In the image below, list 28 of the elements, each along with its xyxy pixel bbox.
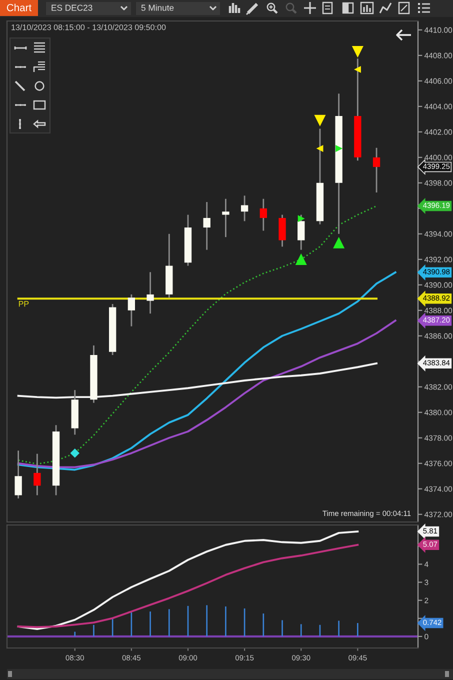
point (354, 66, 361, 73)
candlestick (278, 214, 286, 248)
candlestick (260, 198, 267, 232)
point (352, 46, 364, 58)
line-series (17, 320, 396, 468)
line-series (17, 271, 396, 471)
line-series (18, 205, 378, 465)
candlestick (222, 198, 230, 238)
candlestick (146, 271, 154, 314)
text: Chart (6, 4, 32, 12)
point (314, 114, 326, 126)
point (316, 145, 324, 152)
candlestick (372, 147, 380, 194)
candlestick (298, 214, 305, 251)
point (70, 448, 80, 458)
candlestick (203, 201, 210, 251)
chart-title: ES DEC23 (52, 4, 92, 11)
series-label: PP (18, 301, 29, 307)
candlestick (240, 194, 248, 222)
candlestick (14, 450, 22, 500)
point (298, 215, 304, 222)
candlestick (34, 453, 41, 496)
annotation: 13/10/2023 08:15:00 - 13/10/2023 09:50:00 (12, 24, 166, 30)
candlestick (128, 294, 136, 328)
point (296, 254, 307, 265)
point (336, 145, 342, 152)
chart-subtitle: 5 Minute (141, 4, 174, 11)
point (333, 237, 344, 248)
